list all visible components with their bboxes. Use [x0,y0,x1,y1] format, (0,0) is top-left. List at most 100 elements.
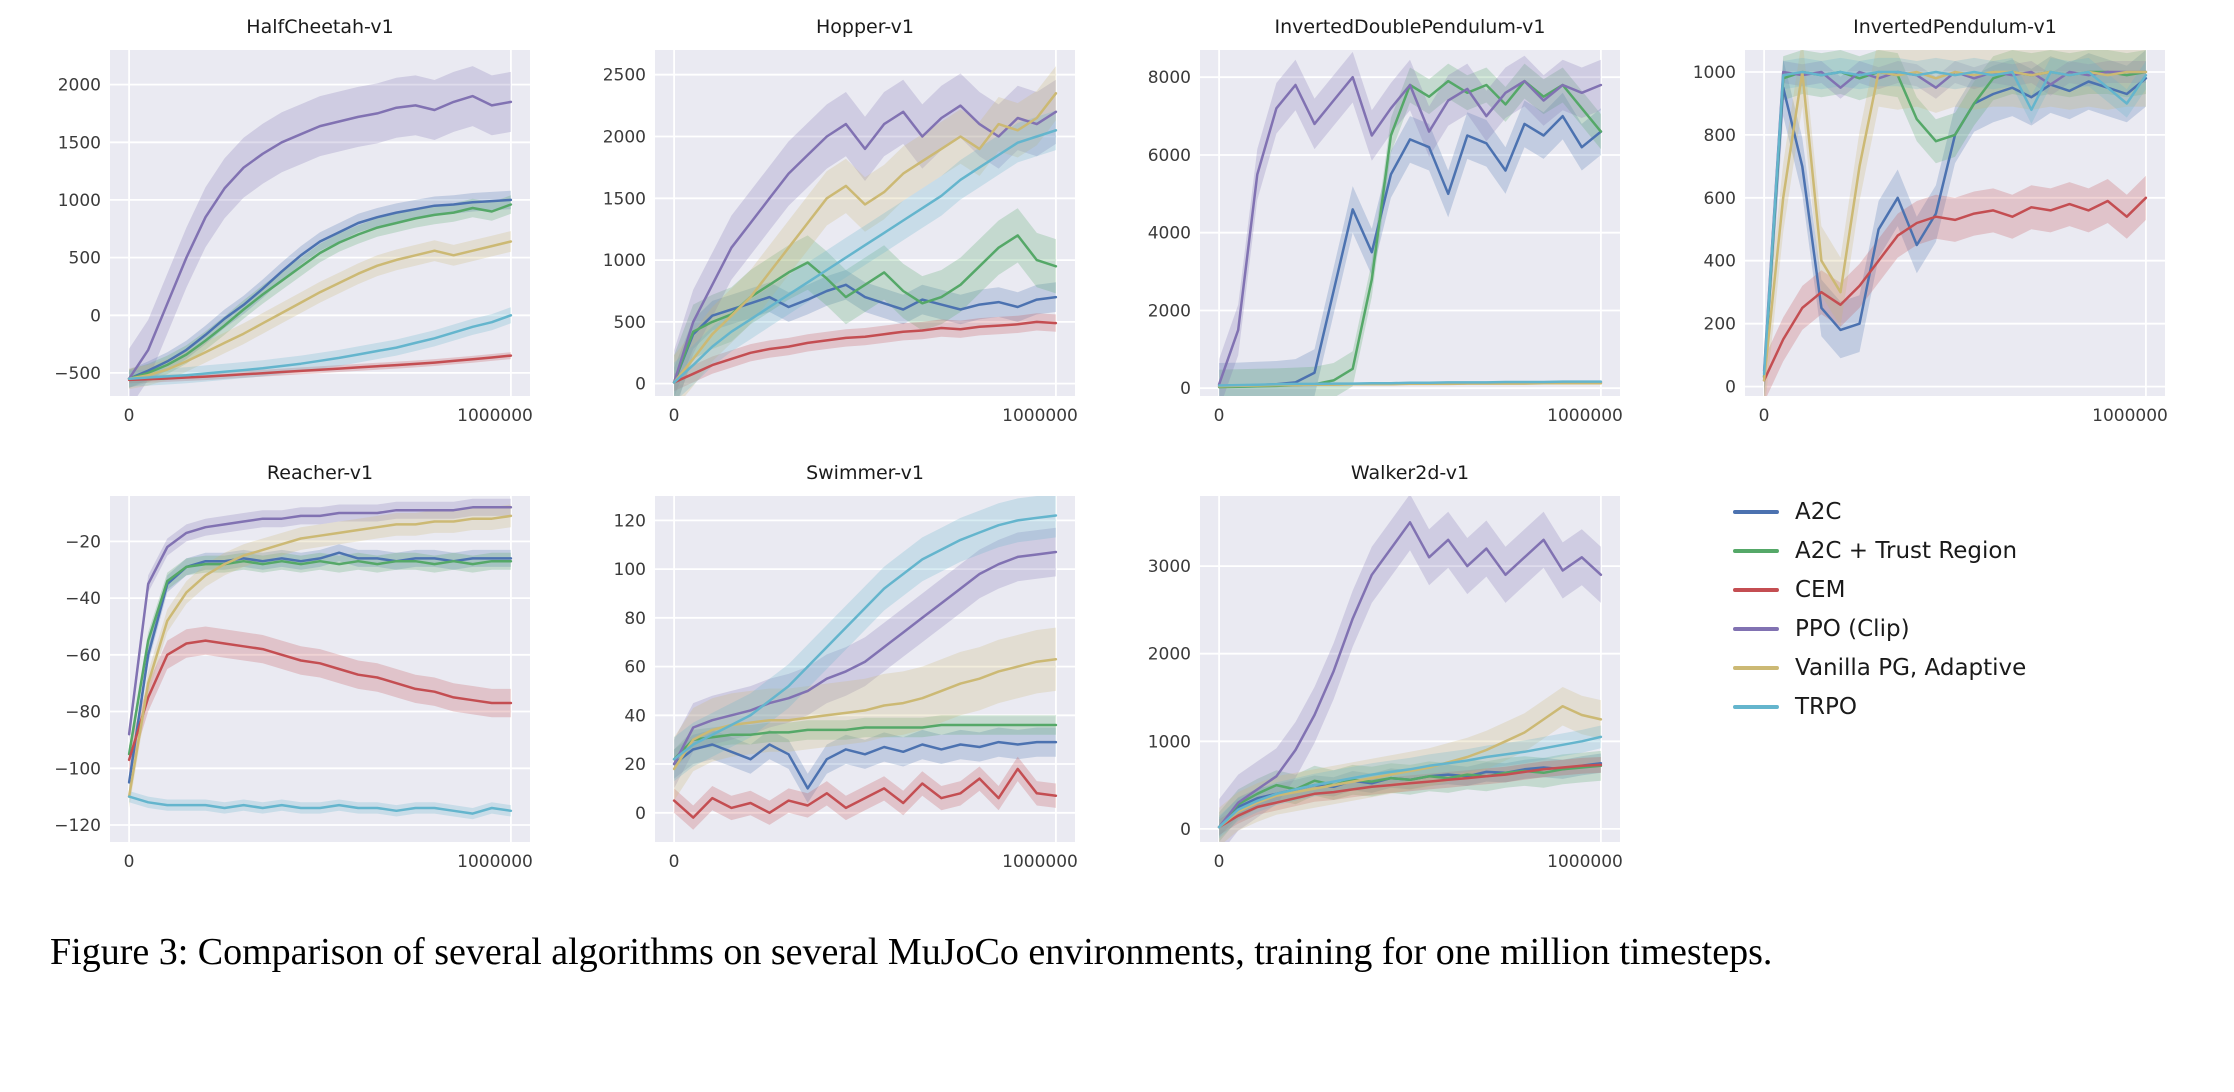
series-line-trpo [1762,70,2148,376]
series-line-ppo-clip- [1217,521,1603,829]
x-tick-label: 0 [124,406,135,426]
series-band-a2c-trust-region [674,208,1056,396]
y-tick-label: 600 [1704,189,1736,209]
chart-canvas-hopper: 0 500 1000 1500 2000 2500 0 1000000 [603,50,1078,426]
chart-walker2d: Walker2d-v1 0 1000 2000 3000 0 1000000 [1130,462,1630,878]
plot-background [1200,50,1620,396]
chart-canvas-walker2d: 0 1000 2000 3000 0 1000000 [1148,496,1623,872]
series-band-a2c [674,270,1056,396]
y-tick-label: 40 [624,706,646,726]
chart-canvas-inverted-double-pendulum: 0 2000 4000 6000 8000 0 1000000 [1148,50,1623,426]
series-line-trpo [672,514,1058,761]
series-band-vanilla-pg-adaptive [1219,687,1601,842]
legend-label-a2c: A2C [1795,498,1842,525]
y-tick-label: 2000 [1148,645,1191,665]
y-tick-label: 80 [624,609,646,629]
y-tick-label: 1500 [58,133,101,153]
legend-item-vanilla-pg-adaptive: Vanilla PG, Adaptive [1733,648,2175,687]
chart-title-inverted-double-pendulum: InvertedDoublePendulum-v1 [1274,16,1546,38]
series-band-a2c [674,727,1056,803]
y-tick-label: −500 [54,364,101,384]
series-line-cem [672,320,1058,384]
series-group [672,496,1058,830]
series-band-a2c-trust-region [129,552,511,763]
legend-label-a2c-trust-region: A2C + Trust Region [1795,537,2018,564]
series-line-trpo [672,129,1058,384]
x-tick-label: 1000000 [457,406,533,426]
series-line-cem [1217,763,1603,829]
legend-line-ppo-clip [1733,626,1779,631]
legend-label-ppo-clip: PPO (Clip) [1795,615,1910,642]
legend-item-a2c: A2C [1733,492,2175,531]
series-line-cem [127,639,513,762]
y-tick-label: −20 [65,532,101,552]
series-line-a2c [672,740,1058,790]
y-tick-label: 500 [69,249,101,269]
series-band-a2c-trust-region [674,715,1056,769]
series-band-trpo [129,791,511,820]
y-tick-label: −80 [65,703,101,723]
y-tick-label: −120 [54,816,101,836]
y-tick-label: 8000 [1148,68,1191,88]
y-tick-label: 1000 [603,251,646,271]
y-tick-label: 200 [1704,315,1736,335]
series-line-ppo-clip- [127,506,513,736]
chart-swimmer: Swimmer-v1 0 20 40 60 80 100 120 0 1000000 [585,462,1085,878]
x-tick-label: 0 [1759,406,1770,426]
series-line-ppo-clip- [127,94,513,380]
y-tick-label: 0 [1725,378,1736,398]
y-tick-label: 100 [614,560,646,580]
legend-line-cem [1733,587,1779,592]
legend: A2C A2C + Trust Region CEM PPO (Clip) Va… [1675,462,2175,878]
y-tick-label: 1000 [58,191,101,211]
legend-item-trpo: TRPO [1733,687,2175,726]
series-line-vanilla-pg-adaptive [127,514,513,798]
series-line-a2c [127,198,513,380]
y-tick-label: 2000 [58,76,101,96]
y-tick-label: 1500 [603,189,646,209]
chart-title-swimmer: Swimmer-v1 [806,462,924,484]
series-line-trpo [127,314,513,380]
chart-canvas-inverted-pendulum: 0 200 400 600 800 1000 0 1000000 [1693,50,2168,426]
charts-row-2: Reacher-v1 −120 −100 −80 −60 −40 −20 0 1000000 … [0,462,2234,878]
y-tick-label: 120 [614,511,646,531]
y-tick-label: 1000 [1148,732,1191,752]
plot-background [1745,50,2165,396]
y-tick-label: 20 [624,755,646,775]
legend-line-a2c [1733,509,1779,514]
series-band-trpo [674,496,1056,782]
y-tick-label: 0 [635,804,646,824]
series-line-cem [1762,196,2148,382]
chart-canvas-swimmer: 0 20 40 60 80 100 120 0 1000000 [614,496,1078,872]
y-tick-label: 0 [90,306,101,326]
series-line-a2c-trust-region [1217,764,1603,829]
y-tick-label: −40 [65,589,101,609]
chart-title-reacher: Reacher-v1 [266,462,374,484]
plot-background [110,496,530,842]
series-line-ppo-clip- [672,550,1058,766]
legend-item-a2c-trust-region: A2C + Trust Region [1733,531,2175,570]
x-tick-label: 1000000 [457,852,533,872]
x-tick-label: 1000000 [1547,852,1623,872]
series-band-vanilla-pg-adaptive [1764,50,2146,396]
y-tick-label: 500 [614,313,646,333]
series-line-trpo [1217,380,1603,387]
series-band-a2c-trust-region [1764,50,2146,396]
chart-title-hopper: Hopper-v1 [816,16,914,38]
series-line-vanilla-pg-adaptive [127,240,513,380]
series-band-trpo [129,307,511,387]
chart-halfcheetah: HalfCheetah-v1 −500 0 500 1000 1500 2000 0 1000… [40,16,540,432]
y-tick-label: 3000 [1148,557,1191,577]
legend-line-trpo [1733,704,1779,709]
legend-line-vanilla-pg-adaptive [1733,665,1779,670]
legend-label-trpo: TRPO [1795,693,1858,720]
x-tick-label: 1000000 [1002,852,1078,872]
y-tick-label: 0 [1180,820,1191,840]
charts-row-1: HalfCheetah-v1 −500 0 500 1000 1500 2000 0 1000… [0,16,2234,432]
chart-title-walker2d: Walker2d-v1 [1350,462,1470,484]
y-tick-label: 2000 [603,128,646,148]
series-line-cem [127,354,513,382]
series-band-cem [674,313,1056,392]
series-band-vanilla-pg-adaptive [129,231,511,390]
